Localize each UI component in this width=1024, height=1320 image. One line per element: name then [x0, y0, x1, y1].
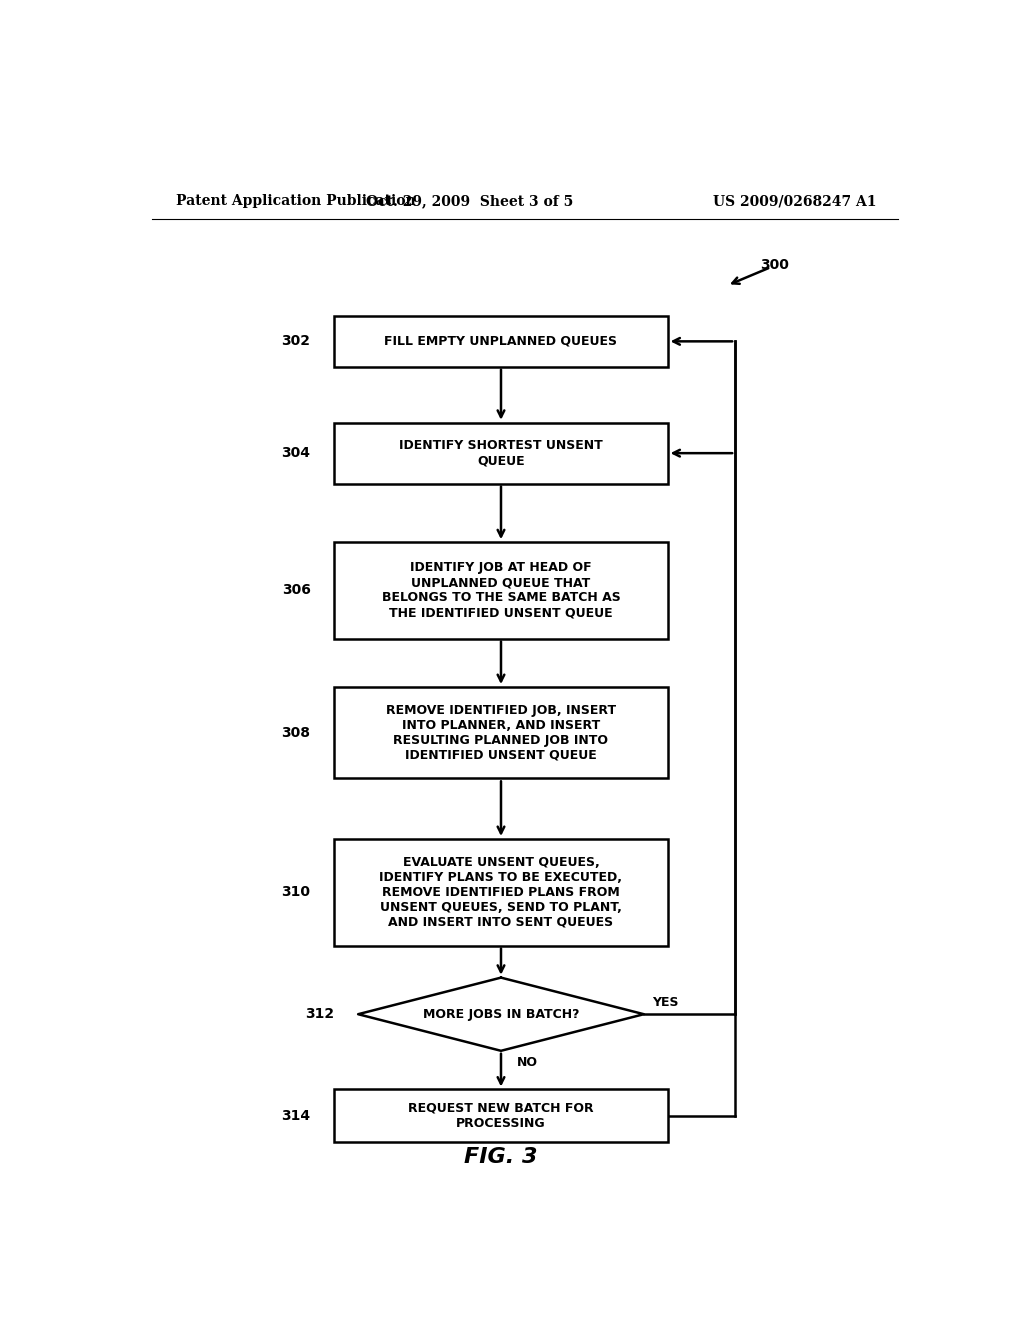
Text: Oct. 29, 2009  Sheet 3 of 5: Oct. 29, 2009 Sheet 3 of 5 [366, 194, 572, 209]
Polygon shape [358, 978, 644, 1051]
Text: NO: NO [517, 1056, 538, 1069]
Text: Patent Application Publication: Patent Application Publication [176, 194, 416, 209]
Text: 312: 312 [305, 1007, 334, 1022]
Bar [334, 315, 668, 367]
Text: 304: 304 [282, 446, 310, 461]
Text: 310: 310 [282, 886, 310, 899]
Text: MORE JOBS IN BATCH?: MORE JOBS IN BATCH? [423, 1007, 580, 1020]
Text: 302: 302 [282, 334, 310, 348]
Text: 300: 300 [761, 259, 790, 272]
Text: US 2009/0268247 A1: US 2009/0268247 A1 [713, 194, 877, 209]
Text: REQUEST NEW BATCH FOR
PROCESSING: REQUEST NEW BATCH FOR PROCESSING [409, 1102, 594, 1130]
Text: REMOVE IDENTIFIED JOB, INSERT
INTO PLANNER, AND INSERT
RESULTING PLANNED JOB INT: REMOVE IDENTIFIED JOB, INSERT INTO PLANN… [386, 704, 616, 762]
Text: YES: YES [651, 997, 678, 1008]
Text: 306: 306 [282, 583, 310, 598]
Text: FILL EMPTY UNPLANNED QUEUES: FILL EMPTY UNPLANNED QUEUES [384, 335, 617, 348]
Bar [334, 543, 668, 639]
Bar [334, 686, 668, 779]
Text: 308: 308 [282, 726, 310, 739]
Text: FIG. 3: FIG. 3 [464, 1147, 538, 1167]
Bar [334, 840, 668, 945]
Text: IDENTIFY SHORTEST UNSENT
QUEUE: IDENTIFY SHORTEST UNSENT QUEUE [399, 440, 603, 467]
Text: 314: 314 [282, 1109, 310, 1123]
Bar [334, 422, 668, 483]
Text: EVALUATE UNSENT QUEUES,
IDENTIFY PLANS TO BE EXECUTED,
REMOVE IDENTIFIED PLANS F: EVALUATE UNSENT QUEUES, IDENTIFY PLANS T… [380, 855, 623, 929]
Bar [334, 1089, 668, 1142]
Text: IDENTIFY JOB AT HEAD OF
UNPLANNED QUEUE THAT
BELONGS TO THE SAME BATCH AS
THE ID: IDENTIFY JOB AT HEAD OF UNPLANNED QUEUE … [382, 561, 621, 619]
